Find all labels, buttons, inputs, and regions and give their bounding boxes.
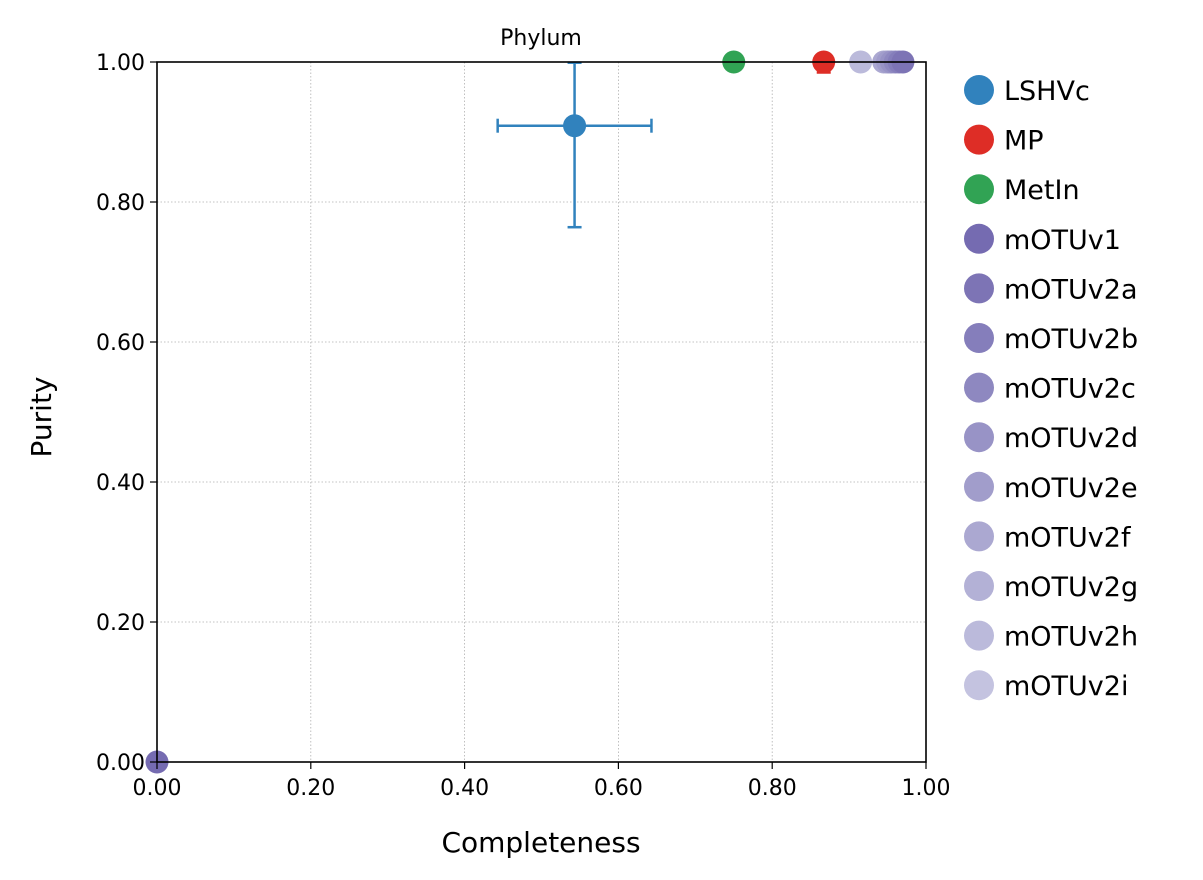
legend-label: mOTUv2i [1004,671,1128,702]
legend-item-motuv2b: mOTUv2b [964,323,1138,355]
legend-item-mp: MP [964,124,1044,157]
legend-marker [964,620,994,651]
legend-marker [964,323,994,353]
legend-marker [964,174,994,205]
y-tick-label: 0.00 [96,751,145,776]
y-axis-ticks: 0.00 0.20 0.40 0.60 0.80 1.00 [96,51,157,776]
x-tick-label: 0.40 [440,776,489,801]
legend-label: MetIn [1004,175,1080,206]
legend-marker [964,124,994,155]
y-tick-label: 1.00 [96,51,145,76]
legend-label: mOTUv2g [1004,572,1138,603]
legend-label: mOTUv2b [1004,324,1138,355]
x-tick-label: 0.80 [748,776,797,801]
legend-marker [964,471,994,502]
y-axis-label: Purity [25,377,58,458]
legend-item-metin: MetIn [964,174,1080,206]
legend-label: mOTUv2f [1004,522,1132,553]
legend-label: MP [1004,126,1044,157]
legend-marker [964,521,994,552]
legend-marker [964,670,994,701]
legend-marker [964,422,994,453]
legend-label: mOTUv2e [1004,473,1138,504]
x-axis-ticks: 0.00 0.20 0.40 0.60 0.80 1.00 [133,762,951,801]
y-tick-label: 0.80 [96,191,145,216]
legend-item-motuv2h: mOTUv2h [964,620,1138,653]
x-axis-label: Completeness [441,826,640,859]
error-bars [496,55,833,229]
chart-title: Phylum [500,26,582,51]
legend-item-motuv2e: mOTUv2e [964,471,1138,504]
y-tick-label: 0.40 [96,471,145,496]
legend-marker [964,372,994,403]
legend-label: mOTUv2c [1004,374,1136,405]
grid-lines [157,62,926,762]
x-tick-label: 0.00 [133,776,182,801]
plot-frame [156,61,927,763]
legend-item-motuv2c: mOTUv2c [964,372,1136,405]
legend-label: mOTUv2a [1004,274,1138,305]
x-tick-label: 0.60 [594,776,643,801]
legend-item-motuv2d: mOTUv2d [964,422,1138,454]
legend-item-motuv1: mOTUv1 [964,223,1121,256]
legend-label: mOTUv1 [1004,225,1121,256]
legend-item-motuv2g: mOTUv2g [964,571,1138,603]
legend-item-lshvc: LSHVc [964,75,1090,107]
legend-marker [964,223,994,254]
legend-item-motuv2f: mOTUv2f [964,521,1132,553]
y-tick-label: 0.60 [96,331,145,356]
legend-label: mOTUv2d [1004,423,1138,454]
legend-item-motuv2i: mOTUv2i [964,670,1128,702]
legend: LSHVc MP MetIn mOTUv1 mOTUv2a mOTUv2b mOTUv2c m… [964,75,1138,702]
x-tick-label: 0.20 [286,776,335,801]
data-point-lshvc [563,114,587,138]
legend-item-motuv2a: mOTUv2a [964,273,1138,305]
legend-label: mOTUv2h [1004,622,1138,653]
data-points [145,50,915,774]
y-tick-label: 0.20 [96,611,145,636]
legend-marker [964,571,994,601]
legend-marker [964,75,994,105]
legend-marker [964,273,994,304]
x-tick-label: 1.00 [902,776,951,801]
legend-label: LSHVc [1004,76,1090,107]
